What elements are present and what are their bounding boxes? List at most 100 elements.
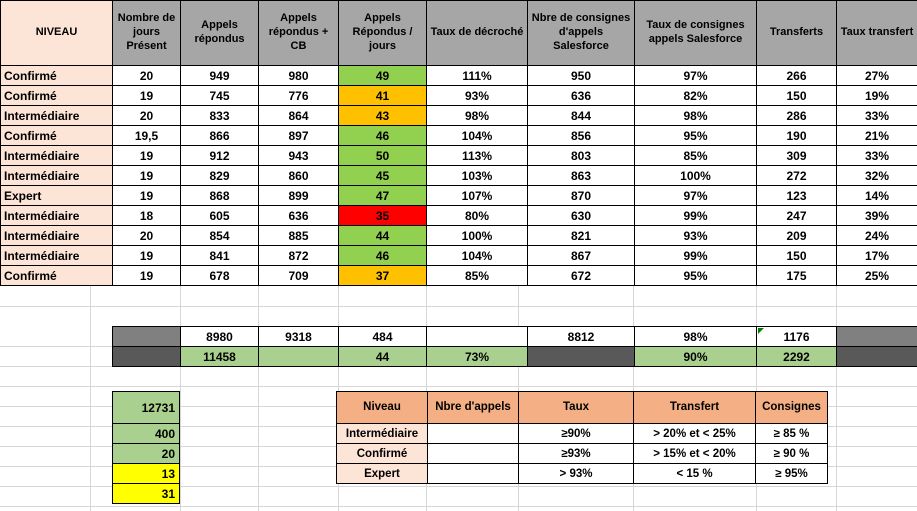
cell-taux-decroche[interactable]: 103% [427, 166, 528, 186]
cell-taux-transfert[interactable]: 17% [837, 246, 917, 266]
cell-jours-present[interactable]: 19 [113, 266, 181, 286]
cell-taux-consignes[interactable]: 99% [635, 246, 757, 266]
cell-transferts[interactable]: 190 [757, 126, 837, 146]
cell-taux-consignes[interactable]: 100% [635, 166, 757, 186]
cell-taux-decroche[interactable]: 104% [427, 246, 528, 266]
cell-taux-transfert[interactable]: 21% [837, 126, 917, 146]
cell-nbre-consignes[interactable]: 870 [528, 186, 635, 206]
legend-cell-consignes[interactable]: ≥ 90 % [756, 444, 828, 464]
cell-taux-decroche[interactable]: 98% [427, 106, 528, 126]
cell-jours-present[interactable]: 19 [113, 246, 181, 266]
cell-jours-present[interactable]: 18 [113, 206, 181, 226]
cell-nbre-consignes[interactable]: 844 [528, 106, 635, 126]
legend-cell-taux[interactable]: ≥93% [519, 444, 634, 464]
cell-nbre-consignes[interactable]: 950 [528, 66, 635, 86]
summary-blank-gray-cell[interactable] [113, 327, 181, 347]
legend-header-cell[interactable]: Nbre d'appels [428, 392, 519, 424]
cell-appels-repondus[interactable]: 912 [181, 146, 259, 166]
cell-transferts[interactable]: 272 [757, 166, 837, 186]
cell-taux-transfert[interactable]: 39% [837, 206, 917, 226]
column-header-cell[interactable]: Appels répondus + CB [259, 1, 339, 66]
cell-appels-repondus-cb[interactable]: 980 [259, 66, 339, 86]
cell-appels-repondus-cb[interactable]: 943 [259, 146, 339, 166]
cell-taux-consignes[interactable]: 82% [635, 86, 757, 106]
cell-appels-repondus-cb[interactable]: 709 [259, 266, 339, 286]
cell-taux-decroche[interactable]: 100% [427, 226, 528, 246]
cell-appels-repondus-cb[interactable]: 864 [259, 106, 339, 126]
column-header-cell[interactable]: Appels Répondus / jours [339, 1, 427, 66]
legend-cell-nbre-appels[interactable] [428, 444, 519, 464]
cell-nbre-consignes[interactable]: 856 [528, 126, 635, 146]
column-header-cell[interactable]: Appels répondus [181, 1, 259, 66]
cell-jours-present[interactable]: 19 [113, 166, 181, 186]
cell-nbre-consignes[interactable]: 636 [528, 86, 635, 106]
cell-appels-repondus[interactable]: 841 [181, 246, 259, 266]
cell-niveau[interactable]: Confirmé [1, 86, 113, 106]
cell-taux-transfert[interactable]: 33% [837, 106, 917, 126]
cell-repondus-par-jour[interactable]: 50 [339, 146, 427, 166]
legend-header-cell[interactable]: Niveau [337, 392, 428, 424]
cell-niveau[interactable]: Intermédiaire [1, 246, 113, 266]
column-header-cell[interactable]: Transferts [757, 1, 837, 66]
cell-repondus-par-jour[interactable]: 37 [339, 266, 427, 286]
column-header-cell[interactable]: Taux de consignes appels Salesforce [635, 1, 757, 66]
cell-taux-decroche[interactable]: 80% [427, 206, 528, 226]
cell-appels-repondus[interactable]: 678 [181, 266, 259, 286]
cell-repondus-par-jour[interactable]: 43 [339, 106, 427, 126]
cell-taux-consignes[interactable]: 93% [635, 226, 757, 246]
legend-cell-niveau[interactable]: Confirmé [337, 444, 428, 464]
summary-total-repondus[interactable]: 8980 [181, 327, 259, 347]
cell-niveau[interactable]: Confirmé [1, 66, 113, 86]
legend-cell-consignes[interactable]: ≥ 85 % [756, 424, 828, 444]
cell-appels-repondus-cb[interactable]: 899 [259, 186, 339, 206]
cell-nbre-consignes[interactable]: 821 [528, 226, 635, 246]
cell-niveau[interactable]: Expert [1, 186, 113, 206]
cell-appels-repondus[interactable]: 854 [181, 226, 259, 246]
summary-grand-total-appels[interactable]: 11458 [181, 347, 259, 367]
cell-appels-repondus-cb[interactable]: 860 [259, 166, 339, 186]
cell-nbre-consignes[interactable]: 867 [528, 246, 635, 266]
cell-appels-repondus-cb[interactable]: 776 [259, 86, 339, 106]
cell-appels-repondus-cb[interactable]: 636 [259, 206, 339, 226]
column-header-cell[interactable]: Taux de décroché [427, 1, 528, 66]
legend-cell-transfert[interactable]: > 15% et < 20% [634, 444, 756, 464]
cell-nbre-consignes[interactable]: 803 [528, 146, 635, 166]
totals-column-cell[interactable]: 20 [113, 444, 180, 464]
summary-total-repondus-cb[interactable]: 9318 [259, 327, 339, 347]
summary-total-consignes[interactable]: 8812 [528, 327, 635, 347]
cell-appels-repondus[interactable]: 833 [181, 106, 259, 126]
cell-taux-consignes[interactable]: 97% [635, 186, 757, 206]
summary-total-repondus-jours[interactable]: 484 [339, 327, 427, 347]
legend-cell-taux[interactable]: ≥90% [519, 424, 634, 444]
cell-repondus-par-jour[interactable]: 46 [339, 246, 427, 266]
cell-transferts[interactable]: 150 [757, 86, 837, 106]
cell-transferts[interactable]: 209 [757, 226, 837, 246]
cell-taux-decroche[interactable]: 104% [427, 126, 528, 146]
cell-taux-decroche[interactable]: 93% [427, 86, 528, 106]
totals-column-cell[interactable]: 12731 [113, 392, 180, 424]
cell-niveau[interactable]: Confirmé [1, 266, 113, 286]
cell-jours-present[interactable]: 20 [113, 106, 181, 126]
cell-transferts[interactable]: 150 [757, 246, 837, 266]
cell-appels-repondus[interactable]: 745 [181, 86, 259, 106]
legend-header-cell[interactable]: Consignes [756, 392, 828, 424]
cell-nbre-consignes[interactable]: 672 [528, 266, 635, 286]
cell-transferts[interactable]: 286 [757, 106, 837, 126]
legend-header-cell[interactable]: Transfert [634, 392, 756, 424]
cell-taux-transfert[interactable]: 27% [837, 66, 917, 86]
cell-niveau[interactable]: Intermédiaire [1, 206, 113, 226]
cell-taux-transfert[interactable]: 25% [837, 266, 917, 286]
cell-repondus-par-jour[interactable]: 41 [339, 86, 427, 106]
cell-taux-transfert[interactable]: 33% [837, 146, 917, 166]
cell-transferts[interactable]: 123 [757, 186, 837, 206]
cell-taux-consignes[interactable]: 85% [635, 146, 757, 166]
cell-taux-consignes[interactable]: 98% [635, 106, 757, 126]
summary-blank-darkgray-cell[interactable] [113, 347, 181, 367]
cell-taux-decroche[interactable]: 113% [427, 146, 528, 166]
cell-taux-decroche[interactable]: 111% [427, 66, 528, 86]
summary-blank-darkgray-cell[interactable] [837, 347, 917, 367]
totals-column-cell[interactable]: 13 [113, 464, 180, 484]
cell-niveau[interactable]: Intermédiaire [1, 106, 113, 126]
cell-niveau[interactable]: Intermédiaire [1, 146, 113, 166]
cell-taux-consignes[interactable]: 95% [635, 266, 757, 286]
